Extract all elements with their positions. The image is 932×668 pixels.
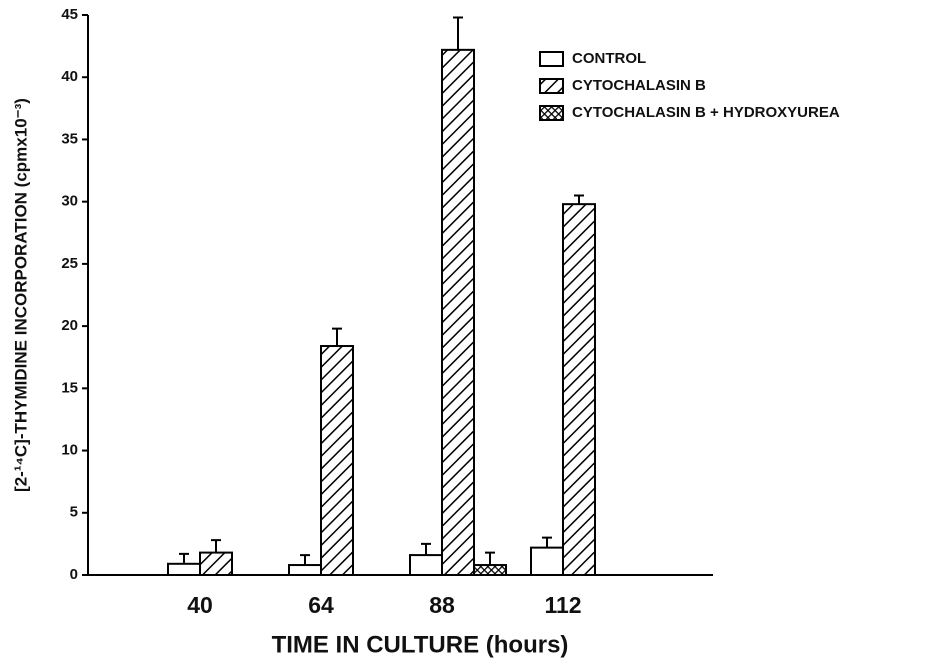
y-tick-label: 40	[61, 68, 78, 85]
bar	[530, 546, 564, 576]
error-bar	[542, 536, 552, 548]
bar	[320, 345, 354, 576]
legend-swatch	[539, 51, 564, 67]
y-tick-label: 0	[70, 566, 78, 583]
bar	[199, 551, 233, 576]
bar	[441, 48, 475, 577]
y-tick-label: 15	[61, 379, 78, 396]
error-bar	[179, 552, 189, 564]
legend-swatch	[539, 78, 564, 94]
x-tick-label: 64	[308, 592, 334, 618]
x-tick-label: 40	[187, 592, 213, 618]
error-bar	[332, 327, 342, 347]
x-tick-label: 88	[429, 592, 455, 618]
bar	[473, 564, 507, 576]
y-tick-label: 5	[70, 504, 78, 521]
x-tick-label: 112	[544, 592, 581, 618]
error-bar	[300, 554, 310, 566]
x-axis-label: TIME IN CULTURE (hours)	[272, 631, 569, 658]
error-bar	[574, 194, 584, 205]
error-bar	[211, 539, 221, 553]
y-tick-label: 10	[61, 442, 78, 459]
bar	[409, 554, 443, 576]
bar	[167, 562, 201, 576]
error-bar	[421, 542, 431, 556]
legend-label: CONTROL	[572, 50, 646, 67]
y-tick-label: 45	[61, 6, 78, 23]
error-bar	[485, 551, 495, 566]
y-tick-label: 20	[61, 317, 78, 334]
y-tick-label: 35	[61, 130, 78, 147]
bar	[562, 203, 596, 576]
y-tick-label: 25	[61, 255, 78, 272]
legend-swatch	[539, 105, 564, 121]
y-axis-label: [2-¹⁴C]-THYMIDINE INCORPORATION (cpmx10⁻…	[11, 98, 30, 492]
bar	[288, 564, 322, 576]
legend-label: CYTOCHALASIN B	[572, 77, 706, 94]
legend-label: CYTOCHALASIN B + HYDROXYUREA	[572, 104, 840, 121]
error-bar	[453, 16, 463, 50]
y-tick-label: 30	[61, 193, 78, 210]
